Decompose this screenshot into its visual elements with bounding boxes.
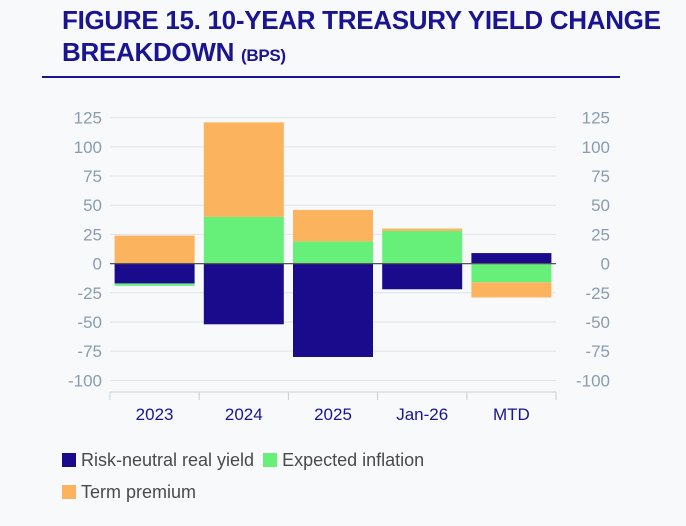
y-tick-label-right: -50 — [585, 313, 610, 332]
bar-2024-series-2 — [203, 122, 284, 217]
y-tick-label-left: 125 — [74, 109, 102, 128]
y-tick-label-left: -50 — [77, 313, 102, 332]
figure-title-unit: (BPS) — [241, 46, 286, 65]
bar-mtd-series-1 — [471, 263, 552, 283]
bar-jan-26-series-2 — [382, 228, 463, 231]
legend-label-expected-inflation: Expected inflation — [282, 450, 425, 470]
x-tick-label: 2024 — [225, 405, 263, 424]
bar-2023-series-0 — [114, 263, 195, 284]
legend-label-term-premium: Term premium — [81, 482, 197, 502]
axis-layer — [109, 262, 557, 400]
bar-2023-series-2 — [114, 235, 195, 264]
y-tick-label-right: 0 — [601, 255, 610, 274]
legend-item-term-premium: Term premium — [62, 476, 196, 508]
bar-mtd-series-0 — [471, 253, 552, 264]
bar-jan-26-series-1 — [382, 230, 463, 264]
figure-title-text: FIGURE 15. 10-YEAR TREASURY YIELD CHANGE… — [62, 5, 661, 67]
bar-2024-series-0 — [203, 263, 284, 325]
bar-2025-series-2 — [293, 209, 373, 242]
legend: Risk-neutral real yield Expected inflati… — [62, 444, 622, 508]
legend-item-expected-inflation: Expected inflation — [263, 444, 424, 476]
x-tick-label: Jan-26 — [396, 405, 448, 424]
y-tick-label-left: 50 — [83, 196, 102, 215]
figure-title: FIGURE 15. 10-YEAR TREASURY YIELD CHANGE… — [62, 4, 662, 72]
y-tick-label-right: 75 — [591, 167, 610, 186]
y-tick-label-left: 25 — [83, 225, 102, 244]
y-tick-label-right: -100 — [576, 371, 610, 390]
y-tick-label-left: 75 — [83, 167, 102, 186]
y-tick-label-left: 0 — [93, 255, 102, 274]
label-layer: 125 125 100 100 75 75 50 50 25 25 0 0 -25 -25 -50 -50 -7… — [68, 109, 610, 424]
y-tick-label-right: -75 — [585, 342, 610, 361]
title-rule — [42, 76, 620, 78]
legend-label-real-yield: Risk-neutral real yield — [81, 450, 255, 470]
legend-swatch-real-yield — [62, 453, 76, 467]
y-tick-label-left: 100 — [74, 138, 102, 157]
legend-item-real-yield: Risk-neutral real yield — [62, 444, 254, 476]
x-tick-label: MTD — [493, 405, 530, 424]
legend-swatch-term-premium — [62, 485, 76, 499]
bars-layer — [114, 122, 552, 357]
y-tick-label-left: -75 — [77, 342, 102, 361]
y-tick-label-left: -25 — [77, 284, 102, 303]
bar-mtd-series-2 — [471, 282, 552, 298]
x-tick-label: 2023 — [136, 405, 174, 424]
chart-area: 125 125 100 100 75 75 50 50 25 25 0 0 -25 -25 -50 -50 -7… — [68, 109, 610, 424]
y-tick-label-left: -100 — [68, 371, 102, 390]
y-tick-label-right: 100 — [582, 138, 610, 157]
y-tick-label-right: 25 — [591, 225, 610, 244]
y-tick-label-right: 50 — [591, 196, 610, 215]
x-tick-label: 2025 — [314, 405, 352, 424]
bar-2025-series-1 — [293, 241, 373, 264]
y-tick-label-right: -25 — [585, 284, 610, 303]
legend-swatch-expected-inflation — [263, 453, 278, 467]
bar-2023-series-1 — [114, 283, 195, 286]
bar-2025-series-0 — [293, 263, 373, 357]
bar-2024-series-1 — [203, 216, 284, 264]
y-tick-label-right: 125 — [582, 109, 610, 128]
bar-jan-26-series-0 — [382, 263, 463, 290]
